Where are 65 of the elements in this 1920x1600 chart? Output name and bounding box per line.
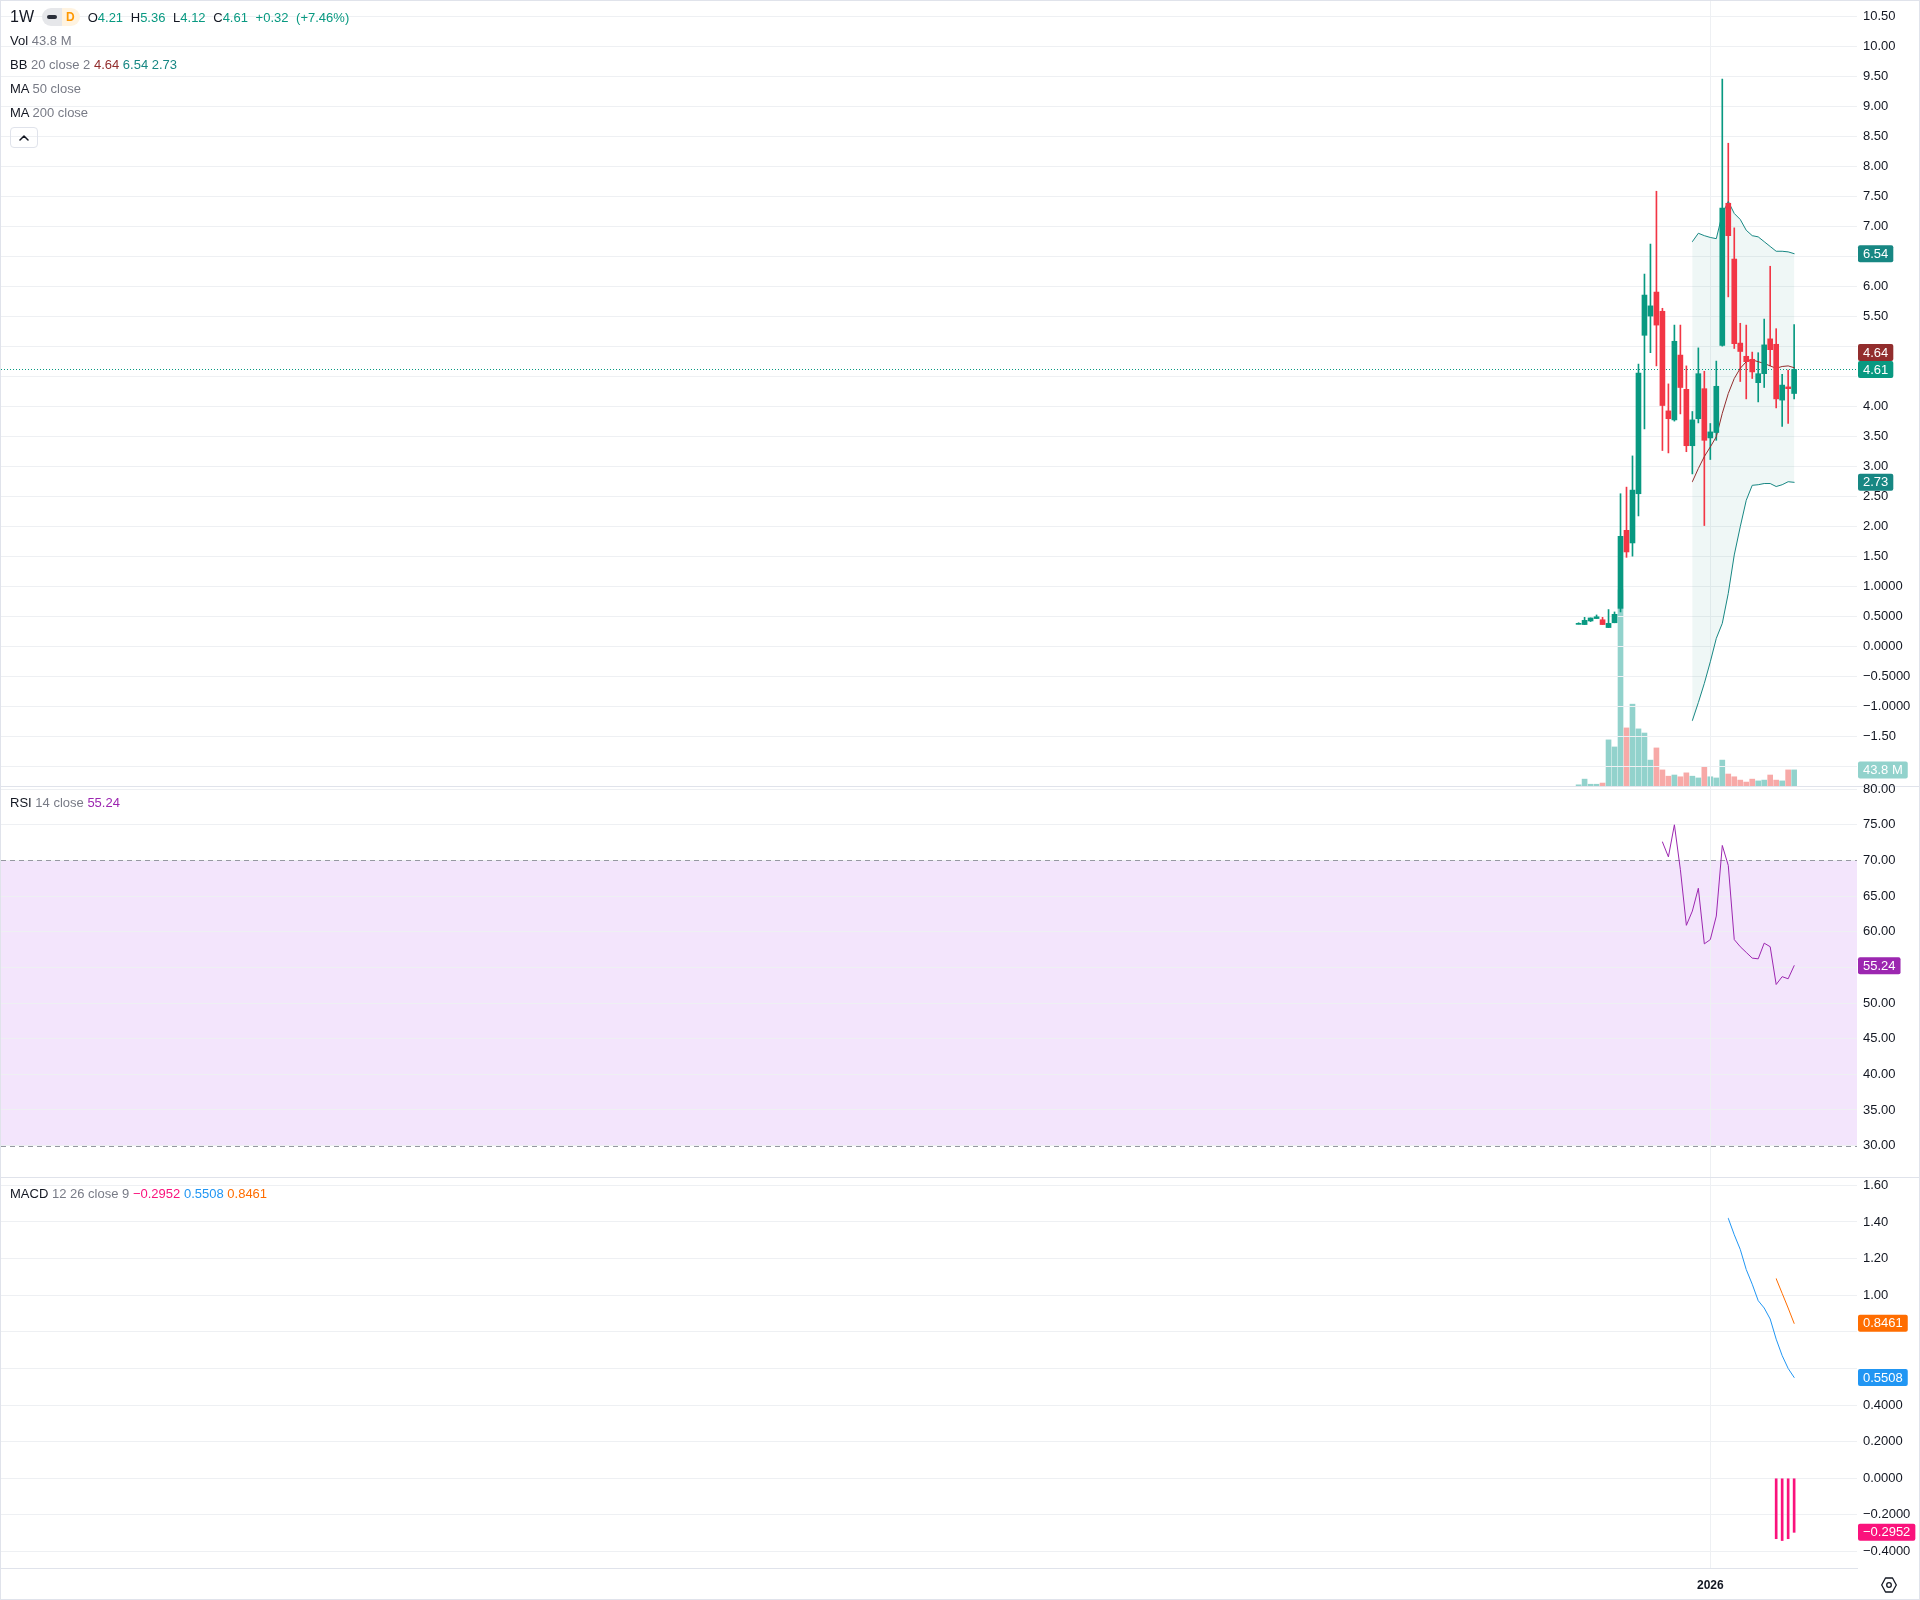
annotation: 4.64: [1863, 344, 1889, 360]
bar: [1779, 780, 1785, 786]
y-tick-label: 7.50: [1863, 187, 1889, 203]
y-tick-label: 8.00: [1863, 157, 1889, 173]
ref-line-label: 4.61: [1863, 361, 1889, 377]
y-tick-label: 1.00: [1863, 1286, 1889, 1302]
x-tick-label: 2026: [1696, 1577, 1724, 1592]
y-tick-label: 8.50: [1863, 127, 1889, 143]
bar: [1791, 769, 1797, 786]
y-tick-label: 7.00: [1863, 217, 1889, 233]
annotation: 55.24: [1863, 957, 1896, 973]
bar: [1701, 766, 1708, 786]
annotation: Vol 43.8 M: [10, 33, 72, 48]
annotation: BB 20 close 2 4.64 6.54 2.73: [10, 57, 178, 72]
y-tick-label: 0.2000: [1863, 1433, 1903, 1449]
y-tick-label: 6.00: [1863, 277, 1889, 293]
y-tick-label: 60.00: [1863, 923, 1896, 939]
text: O4.21 H5.36 L4.12 C4.61 +0.32 (+7.46%): [87, 10, 350, 25]
annotation: D: [62, 7, 80, 26]
y-tick-label: 35.00: [1863, 1101, 1896, 1117]
candlestick: [1725, 142, 1732, 298]
y-tick-label: 1.60: [1863, 1176, 1889, 1192]
y-tick-label: 80.00: [1863, 780, 1896, 796]
y-tick-label: 30.00: [1863, 1137, 1896, 1153]
y-tick-label: −0.5000: [1863, 667, 1911, 683]
annotation: MACD 12 26 close 9 −0.2952 0.5508 0.8461: [10, 1186, 268, 1201]
y-tick-label: 0.0000: [1863, 637, 1903, 653]
y-tick-label: 9.50: [1863, 67, 1889, 83]
y-tick-label: 75.00: [1863, 816, 1896, 832]
bar: [1785, 769, 1791, 786]
y-tick-label: 40.00: [1863, 1065, 1896, 1081]
y-tick-label: 1.0000: [1863, 577, 1903, 593]
y-tick-label: 1.40: [1863, 1213, 1889, 1229]
text: −0.2952: [1863, 1524, 1911, 1540]
y-tick-label: 9.00: [1863, 97, 1889, 113]
annotation: 6.54: [1863, 245, 1889, 261]
y-tick-label: 50.00: [1863, 994, 1896, 1010]
y-tick-label: 1.50: [1863, 547, 1889, 563]
y-tick-label: −1.0000: [1863, 697, 1911, 713]
y-tick-label: −0.4000: [1863, 1543, 1911, 1559]
y-tick-label: 1.20: [1863, 1250, 1889, 1266]
y-tick-label: 10.00: [1863, 37, 1896, 53]
y-tick-label: 5.50: [1863, 307, 1889, 323]
y-tick-label: 3.50: [1863, 427, 1889, 443]
annotation: MA 50 close: [10, 81, 81, 96]
text: 43.8 M: [1863, 761, 1903, 777]
y-tick-label: 0.4000: [1863, 1396, 1903, 1412]
text: 0.5508: [1863, 1369, 1903, 1385]
y-tick-label: −1.50: [1863, 727, 1896, 743]
y-tick-label: 4.00: [1863, 397, 1889, 413]
y-tick-label: 2.50: [1863, 487, 1889, 503]
chart-title: 1W: [10, 8, 34, 25]
annotation: MA 200 close: [10, 105, 89, 120]
y-tick-label: 70.00: [1863, 852, 1896, 868]
y-tick-label: 65.00: [1863, 887, 1896, 903]
y-tick-label: 2.00: [1863, 517, 1889, 533]
y-tick-label: −0.2000: [1863, 1506, 1911, 1522]
text: 0.8461: [1863, 1315, 1903, 1331]
annotation: 2.73: [1863, 474, 1889, 490]
y-tick-label: 45.00: [1863, 1030, 1896, 1046]
y-tick-label: 3.00: [1863, 457, 1889, 473]
y-tick-label: 10.50: [1863, 7, 1896, 23]
y-tick-label: 0.5000: [1863, 607, 1903, 623]
annotation: RSI 14 close 55.24: [10, 795, 120, 810]
y-tick-label: 0.0000: [1863, 1469, 1903, 1485]
